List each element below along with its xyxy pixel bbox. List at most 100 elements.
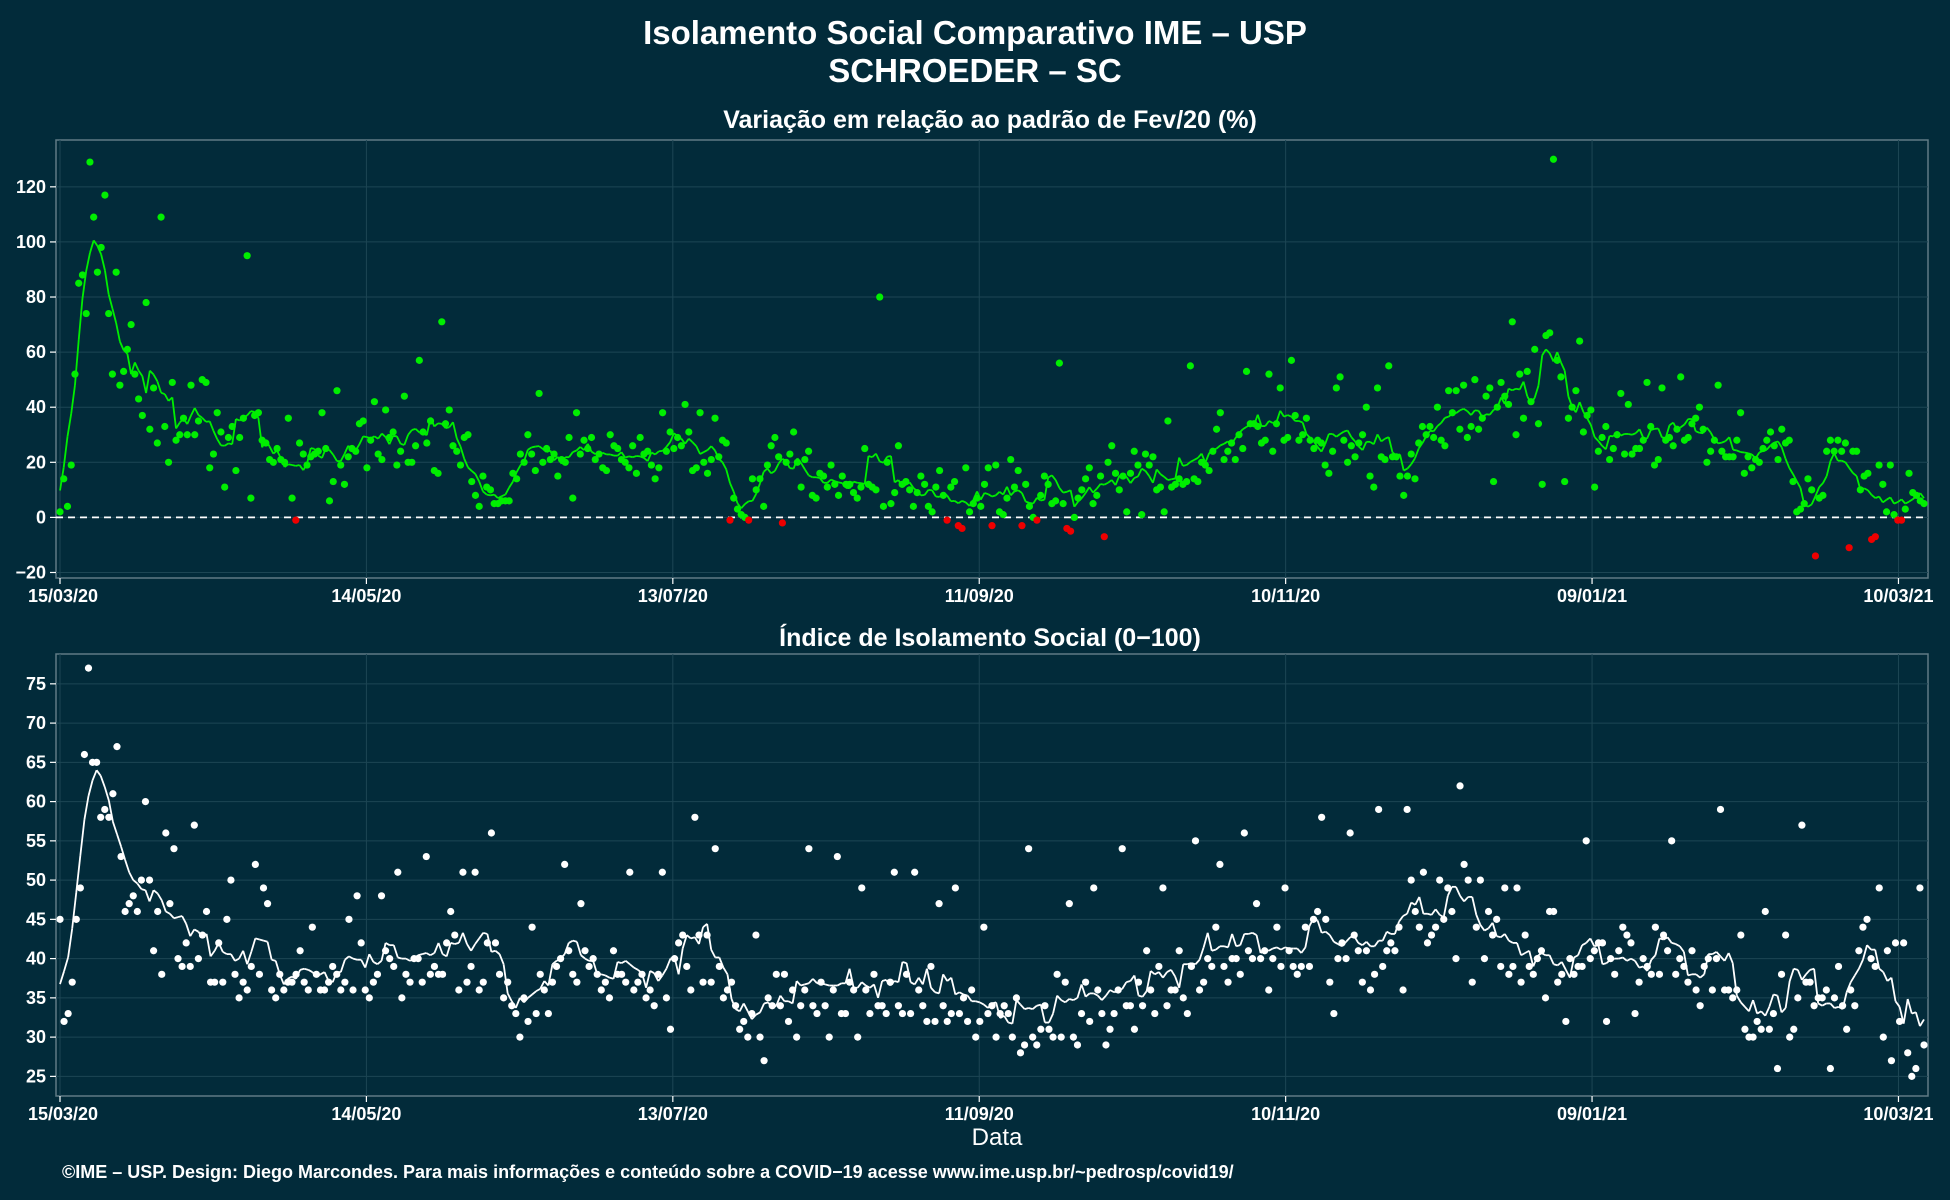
data-point [1012, 994, 1021, 1002]
data-point [528, 450, 536, 458]
y-tick-label: −20 [15, 562, 46, 582]
y-tick-label: 45 [26, 909, 46, 929]
trend-segment [344, 955, 350, 961]
data-point [775, 453, 783, 461]
trend-segment [59, 970, 65, 985]
data-point [866, 1009, 874, 1018]
data-point [1138, 1002, 1147, 1010]
data-point [486, 486, 495, 494]
data-point [782, 458, 790, 466]
trend-segment [1459, 407, 1464, 412]
data-point [1708, 986, 1716, 994]
trend-segment [665, 441, 671, 448]
data-point [524, 431, 532, 439]
trend-segment [145, 370, 151, 394]
trend-segment [242, 950, 249, 965]
trend-segment [1470, 409, 1476, 416]
data-point [1456, 425, 1464, 433]
y-tick-label: 100 [16, 232, 46, 252]
data-point [909, 502, 917, 510]
data-point [329, 962, 337, 971]
x-tick-label: 09/01/21 [1557, 586, 1627, 606]
trend-segment [1321, 930, 1326, 934]
trend-segment [250, 938, 257, 953]
trend-segment [392, 944, 399, 958]
data-point [1673, 425, 1681, 433]
trend-segment [539, 980, 546, 990]
data-point [1295, 436, 1303, 444]
data-point [786, 450, 794, 458]
data-point [1436, 876, 1444, 884]
data-point [1672, 970, 1680, 978]
data-point [141, 797, 150, 806]
data-point [1493, 403, 1501, 411]
trend-segment [169, 913, 175, 919]
trend-segment [1325, 931, 1331, 936]
data-point [876, 293, 884, 301]
trend-segment [1276, 946, 1282, 951]
trend-segment [343, 445, 350, 455]
trend-segment [1638, 965, 1644, 969]
trend-segment [654, 450, 660, 456]
data-point [1602, 1017, 1611, 1026]
trend-segment [954, 991, 960, 996]
data-point [823, 483, 831, 491]
trend-segment [1589, 938, 1596, 947]
trend-segment [1011, 999, 1018, 1024]
data-point [1654, 455, 1662, 464]
data-point [1020, 1041, 1029, 1049]
data-point [1276, 384, 1284, 392]
data-point [340, 480, 349, 488]
data-point [1340, 436, 1348, 444]
trend-segment [99, 775, 106, 788]
data-point [1879, 480, 1887, 488]
trend-segment [1487, 922, 1494, 929]
trend-segment [706, 445, 712, 451]
data-point [1460, 381, 1468, 389]
trend-segment [1084, 486, 1091, 494]
trend-segment [1158, 971, 1164, 979]
data-point [1411, 475, 1419, 483]
trend-segment [186, 415, 192, 425]
data-point [1110, 1009, 1118, 1018]
trend-segment [407, 429, 413, 436]
trend-segment [478, 481, 484, 492]
trend-segment [1455, 409, 1461, 414]
data-point [353, 892, 361, 900]
data-point [890, 868, 898, 876]
data-point [927, 962, 935, 971]
trend-segment [921, 968, 928, 985]
data-point [536, 970, 544, 978]
data-point [223, 915, 231, 923]
trend-segment [1900, 498, 1906, 505]
data-point [703, 931, 711, 939]
data-point [554, 472, 562, 480]
data-point [1141, 450, 1150, 458]
data-point [1067, 527, 1075, 535]
trend-segment [1304, 925, 1311, 948]
trend-segment [650, 451, 656, 456]
data-point [1415, 439, 1423, 447]
trend-segment [1867, 489, 1873, 496]
data-point [299, 450, 307, 458]
data-point [504, 978, 512, 986]
trend-segment [1863, 487, 1869, 492]
data-point [1882, 508, 1891, 516]
trend-segment [1380, 437, 1386, 443]
trend-segment [1906, 998, 1913, 1014]
trend-segment [1062, 490, 1068, 494]
data-point [947, 1009, 955, 1018]
trend-segment [1479, 924, 1486, 932]
trend-segment [1841, 459, 1846, 464]
trend-segment [1047, 474, 1053, 479]
data-point [1391, 947, 1399, 955]
data-point [1853, 447, 1861, 455]
trend-segment [1620, 433, 1625, 437]
trend-segment [177, 915, 183, 918]
trend-segment [1773, 993, 1778, 997]
data-point [1729, 453, 1737, 461]
data-point [632, 469, 641, 477]
data-point [345, 915, 353, 923]
data-point [1704, 955, 1712, 963]
trend-segment [1204, 452, 1210, 464]
